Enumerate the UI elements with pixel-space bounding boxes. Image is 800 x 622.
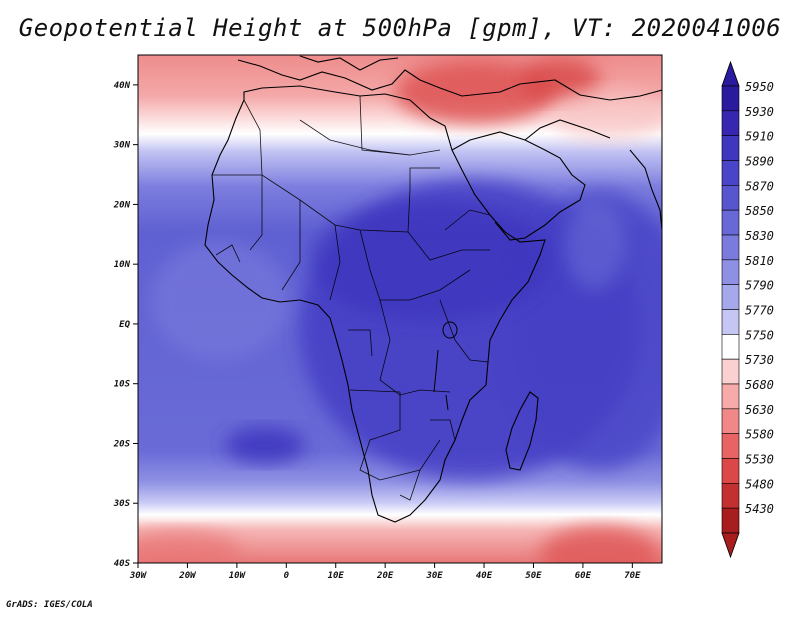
colorbar-bottom-arrow (721, 532, 740, 559)
colorbar-label: 5890 (745, 155, 774, 169)
colorbar-label: 5830 (745, 229, 774, 243)
colorbar-label: 5870 (745, 179, 774, 193)
colorbar-label: 5580 (745, 428, 774, 442)
colorbar-swatch (721, 458, 740, 484)
colorbar-label: 5930 (745, 105, 774, 119)
y-tick-label: 30N (113, 141, 131, 151)
colorbar-label: 5790 (745, 279, 774, 293)
y-tick-label: EQ (119, 320, 130, 330)
colorbar-label: 5680 (745, 378, 774, 392)
colorbar-swatch (721, 507, 740, 534)
colorbar-swatch (721, 185, 740, 211)
colorbar-label: 5750 (745, 328, 774, 342)
colorbar-swatch (721, 135, 740, 161)
colorbar-swatch (721, 234, 740, 261)
y-tick-label: 10N (114, 260, 131, 270)
colorbar: 5950 5930 5910 5890 5870 5850 5830 5810 5790 5770… (721, 60, 774, 559)
colorbar-swatch (721, 334, 740, 360)
x-tick-label: 30W (129, 571, 148, 581)
x-tick-label: 50E (525, 571, 542, 581)
x-tick-label: 10W (229, 571, 247, 581)
x-tick-label: 40E (476, 571, 493, 581)
colorbar-swatch (721, 209, 740, 236)
colorbar-swatch (721, 85, 740, 112)
colorbar-label: 5530 (745, 453, 774, 467)
colorbar-swatch (721, 160, 740, 186)
x-tick-label: 60E (575, 571, 592, 581)
y-tick-label: 40N (114, 81, 131, 91)
x-tick-label: 30E (425, 571, 443, 581)
colorbar-swatch (721, 483, 740, 509)
colorbar-swatch (721, 433, 740, 459)
chart-title: Geopotential Height at 500hPa [gpm], VT:… (18, 14, 782, 42)
colorbar-swatch (721, 284, 740, 310)
colorbar-swatch (721, 259, 740, 285)
colorbar-label: 5430 (745, 502, 774, 516)
colorbar-label: 5480 (745, 477, 774, 491)
colorbar-label: 5950 (745, 80, 774, 94)
x-tick-label: 10E (328, 571, 345, 581)
colorbar-label: 5770 (745, 304, 774, 318)
colorbar-top-arrow (721, 60, 740, 87)
x-tick-label: 0 (284, 571, 290, 581)
y-axis: 40N 30N 20N 10N EQ 10S 20S 30S 40S (113, 81, 138, 569)
colorbar-label: 5850 (745, 204, 774, 218)
colorbar-label: 5630 (745, 403, 774, 417)
x-tick-label: 20W (178, 571, 197, 581)
y-tick-label: 40S (114, 559, 131, 569)
y-tick-label: 10S (114, 380, 131, 390)
colorbar-label: 5730 (745, 353, 774, 367)
x-tick-label: 70E (624, 571, 641, 581)
map-frame (137, 54, 663, 564)
height-field (138, 55, 662, 563)
y-tick-label: 20S (113, 439, 131, 449)
colorbar-swatch (721, 408, 740, 434)
colorbar-swatch (721, 110, 740, 136)
x-axis: 30W 20W 10W 0 10E 20E 30E 40E 50E 60E 70E (129, 563, 641, 581)
grads-credit: GrADS: IGES/COLA (6, 600, 93, 610)
y-tick-label: 20N (113, 200, 131, 210)
colorbar-swatch (721, 358, 740, 385)
colorbar-swatch (721, 309, 740, 335)
colorbar-swatch (721, 383, 740, 410)
colorbar-label: 5910 (745, 130, 774, 144)
y-tick-label: 30S (113, 499, 131, 509)
colorbar-label: 5810 (745, 254, 774, 268)
x-tick-label: 20E (376, 571, 394, 581)
